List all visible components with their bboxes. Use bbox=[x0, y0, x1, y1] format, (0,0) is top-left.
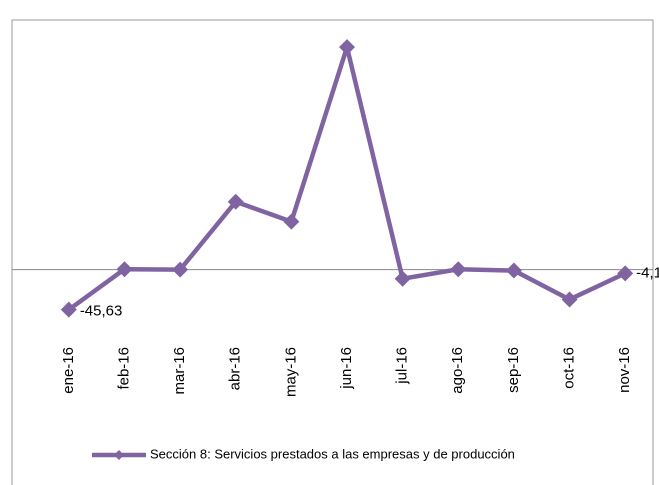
point-marker bbox=[339, 39, 355, 56]
legend-marker bbox=[114, 450, 124, 460]
x-tick-label: abr-16 bbox=[227, 347, 244, 390]
data-label: -45,63 bbox=[80, 303, 123, 320]
point-marker bbox=[450, 261, 467, 278]
x-tick-label: jun-16 bbox=[338, 347, 355, 390]
x-tick-label: mar-16 bbox=[171, 347, 188, 395]
point-marker bbox=[394, 270, 411, 287]
x-tick-label: feb-16 bbox=[115, 347, 132, 390]
x-tick-label: jul-16 bbox=[394, 347, 411, 385]
data-label: -4,19 bbox=[636, 264, 659, 281]
point-marker bbox=[561, 291, 578, 308]
x-tick-label: sep-16 bbox=[505, 347, 522, 393]
point-marker bbox=[227, 193, 244, 210]
x-tick-label: oct-16 bbox=[561, 347, 578, 389]
x-tick-label: ene-16 bbox=[60, 347, 77, 394]
legend-label: Sección 8: Servicios prestados a las emp… bbox=[150, 446, 515, 461]
point-marker bbox=[505, 262, 522, 279]
point-marker bbox=[283, 213, 300, 230]
point-marker bbox=[60, 301, 77, 318]
x-tick-label: nov-16 bbox=[616, 347, 633, 393]
point-marker bbox=[172, 261, 189, 278]
point-marker bbox=[116, 261, 133, 278]
point-marker bbox=[617, 265, 634, 282]
x-tick-label: ago-16 bbox=[449, 347, 466, 394]
x-tick-label: may-16 bbox=[282, 347, 299, 397]
